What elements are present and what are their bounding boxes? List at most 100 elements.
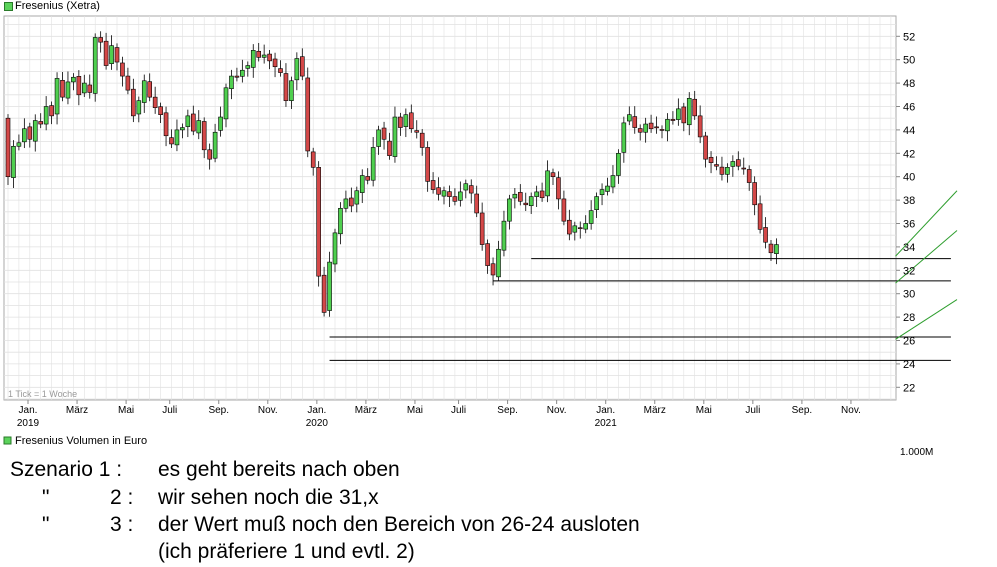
y-tick-label: 22 bbox=[903, 382, 915, 394]
candle-body bbox=[637, 128, 643, 133]
candle-body bbox=[289, 80, 294, 101]
candle-body bbox=[725, 167, 730, 175]
candle-body bbox=[708, 156, 714, 163]
candle-body bbox=[152, 96, 158, 108]
candle-body bbox=[714, 164, 719, 167]
candle-body bbox=[125, 75, 131, 91]
candle-body bbox=[746, 169, 752, 183]
x-year-label: 2021 bbox=[595, 418, 618, 429]
candle-body bbox=[452, 196, 458, 202]
candle-body bbox=[458, 191, 463, 201]
scenario-2-text: wir sehen noch die 31,x bbox=[158, 486, 379, 509]
scenario-trend-line bbox=[895, 299, 958, 340]
candle-body bbox=[648, 122, 654, 130]
candle-body bbox=[261, 54, 267, 58]
x-tick-label: Sep. bbox=[792, 405, 813, 416]
candle-body bbox=[654, 126, 659, 129]
x-tick-label: Mai bbox=[407, 405, 423, 416]
candle-body bbox=[131, 88, 136, 117]
y-tick-label: 50 bbox=[903, 55, 915, 67]
y-tick-label: 46 bbox=[903, 102, 915, 114]
candle-body bbox=[463, 183, 469, 191]
candle-body bbox=[267, 53, 272, 62]
candle-body bbox=[16, 142, 22, 147]
candle-body bbox=[665, 119, 670, 132]
candle-body bbox=[408, 112, 414, 130]
candle-body bbox=[507, 198, 512, 222]
candle-body bbox=[185, 115, 191, 127]
candle-body bbox=[485, 243, 490, 266]
y-tick-label: 26 bbox=[903, 336, 915, 348]
candle-body bbox=[643, 123, 648, 133]
candle-body bbox=[174, 129, 180, 146]
candle-body bbox=[697, 115, 703, 138]
price-legend-swatch bbox=[4, 2, 13, 11]
candle-body bbox=[752, 182, 757, 206]
candle-body bbox=[610, 175, 616, 188]
scenario-trend-line bbox=[895, 190, 958, 257]
candle-body bbox=[234, 75, 240, 78]
candle-body bbox=[419, 132, 425, 148]
candle-body bbox=[136, 100, 142, 115]
candle-body bbox=[120, 62, 125, 77]
x-tick-label: Sep. bbox=[497, 405, 518, 416]
support-lines bbox=[329, 190, 958, 361]
candle-body bbox=[528, 196, 534, 207]
x-tick-label: Juli bbox=[162, 405, 177, 416]
candles bbox=[5, 31, 779, 317]
candle-body bbox=[147, 81, 152, 98]
candle-body bbox=[294, 58, 300, 81]
x-tick-label: Mai bbox=[696, 405, 712, 416]
candle-body bbox=[572, 225, 578, 233]
candle-body bbox=[441, 190, 447, 197]
candle-body bbox=[539, 190, 545, 199]
candle-body bbox=[381, 127, 387, 140]
candle-body bbox=[398, 116, 403, 128]
x-tick-label: März bbox=[355, 405, 377, 416]
candle-body bbox=[616, 153, 621, 176]
candle-body bbox=[359, 175, 365, 193]
candle-body bbox=[103, 40, 109, 66]
candle-body bbox=[163, 112, 169, 137]
x-tick-label: März bbox=[644, 405, 666, 416]
candle-body bbox=[212, 131, 218, 159]
volume-legend-label: Fresenius Volumen in Euro bbox=[15, 435, 147, 447]
y-axis: 22 24 26 28 30 32 34 36 38 40 42 44 46 48 50 52 bbox=[896, 31, 915, 394]
candle-body bbox=[60, 79, 65, 98]
candle-body bbox=[757, 203, 763, 230]
scenario-3-text: der Wert muß noch den Bereich von 26-24 … bbox=[158, 513, 640, 536]
candle-body bbox=[316, 167, 321, 277]
price-legend-label: Fresenius (Xetra) bbox=[15, 0, 100, 12]
candle-body bbox=[98, 37, 103, 43]
candle-body bbox=[550, 172, 556, 178]
candle-body bbox=[387, 140, 392, 156]
x-tick-label: Nov. bbox=[547, 405, 567, 416]
candle-body bbox=[54, 78, 60, 115]
candle-body bbox=[201, 121, 207, 151]
candle-body bbox=[403, 114, 409, 127]
x-tick-label: März bbox=[66, 405, 88, 416]
candle-body bbox=[370, 147, 376, 181]
y-tick-label: 28 bbox=[903, 312, 915, 324]
candle-body bbox=[692, 98, 698, 117]
candle-body bbox=[512, 193, 518, 199]
candle-body bbox=[240, 69, 245, 77]
x-tick-label: Nov. bbox=[841, 405, 861, 416]
candle-body bbox=[365, 176, 371, 181]
scenario-trend-line bbox=[895, 230, 958, 284]
x-tick-label: Mai bbox=[118, 405, 134, 416]
candle-body bbox=[191, 113, 196, 132]
x-year-label: 2020 bbox=[306, 418, 329, 429]
candle-body bbox=[621, 122, 627, 153]
candle-body bbox=[414, 130, 420, 133]
candle-body bbox=[605, 185, 610, 192]
candle-body bbox=[730, 161, 736, 167]
candle-body bbox=[32, 120, 38, 142]
y-tick-label: 34 bbox=[903, 242, 915, 254]
y-tick-label: 30 bbox=[903, 289, 915, 301]
candle-body bbox=[245, 65, 251, 69]
candle-body bbox=[43, 106, 49, 125]
plot-area bbox=[3, 15, 897, 401]
x-tick-label: Jan. bbox=[19, 405, 38, 416]
candle-body bbox=[659, 129, 665, 131]
